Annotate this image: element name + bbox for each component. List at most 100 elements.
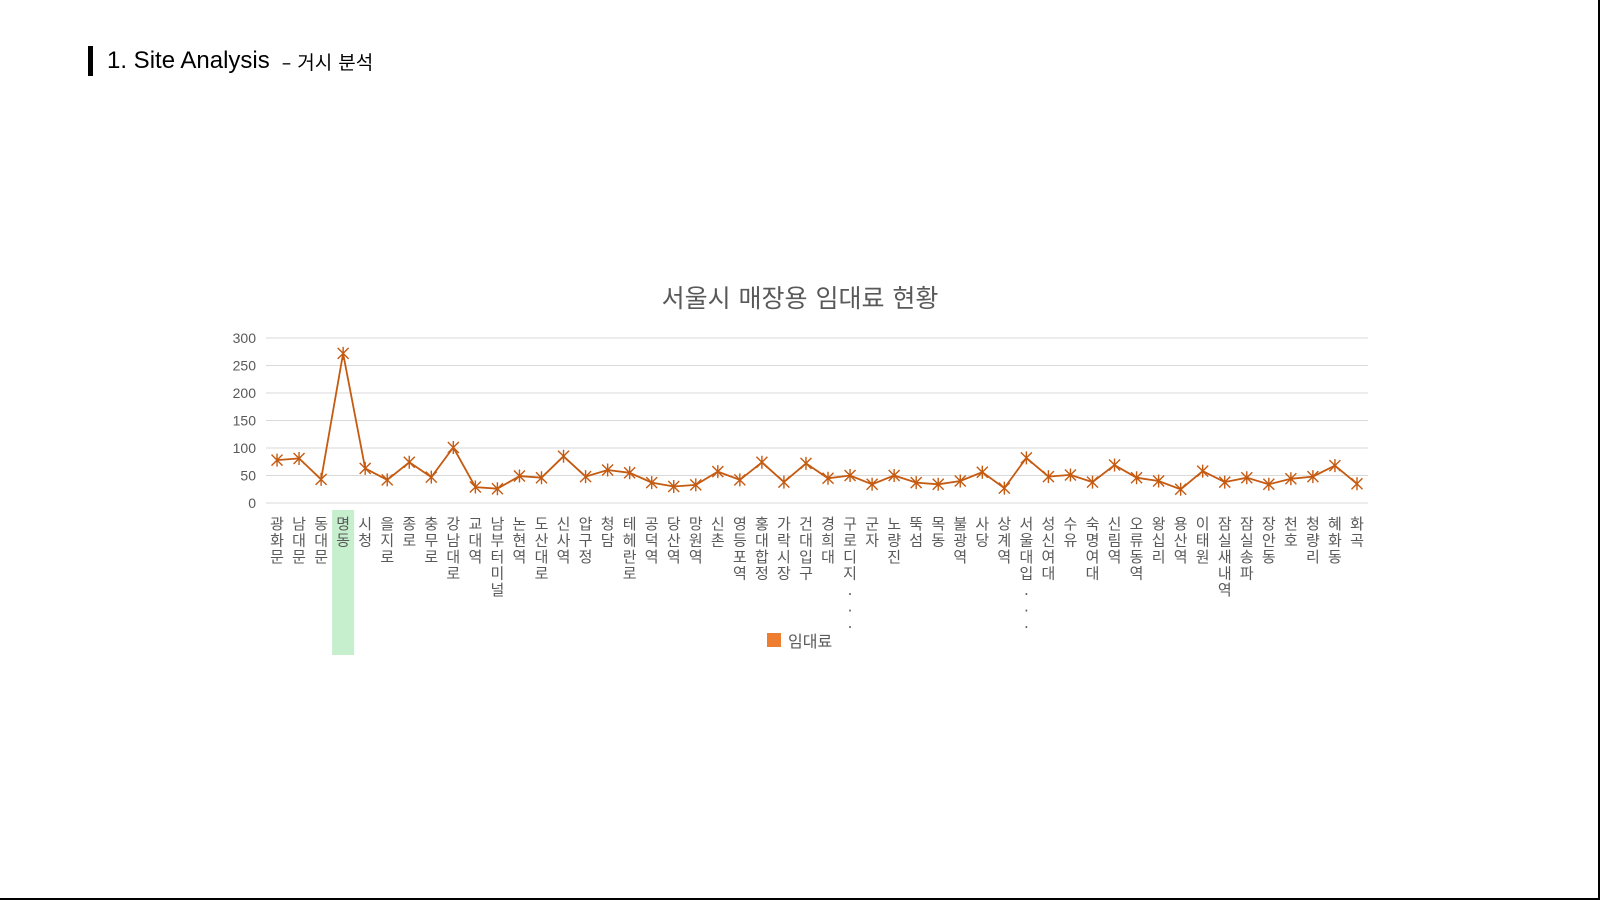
data-point-marker (667, 480, 680, 493)
data-point-marker (381, 473, 394, 487)
data-point-marker (1042, 470, 1055, 484)
legend-swatch (767, 633, 781, 647)
data-point-marker (1218, 475, 1231, 489)
data-point-marker (1108, 458, 1121, 472)
data-point-marker (1020, 451, 1033, 465)
y-tick-label: 50 (240, 468, 256, 484)
data-point-marker (866, 477, 879, 491)
data-point-marker (1262, 477, 1275, 491)
data-point-marker (1152, 474, 1165, 488)
data-point-marker (557, 449, 570, 463)
data-point-marker (1086, 475, 1099, 489)
chart-title: 서울시 매장용 임대료 현황 (662, 284, 939, 313)
data-point-marker (711, 465, 724, 479)
data-point-marker (645, 476, 658, 490)
data-point-marker (1174, 482, 1187, 496)
section-header: 1. Site Analysis – 거시 분석 (88, 46, 373, 76)
series-line-임대료 (276, 353, 1358, 491)
x-axis-categories: 광 화 문 남 대 문 동 대 문 명 동시 청 을 지 로 종 로 충 무 로 강 남 대 로 교 대 역 남 부 터 미 널 논 현 역 도 산 대 로… (270, 515, 1364, 632)
section-subtitle: – 거시 분석 (281, 51, 374, 74)
slide-frame-bottom (0, 898, 1600, 900)
y-axis: 0 50 100 150 200 250 300 (233, 330, 257, 511)
data-point-marker (1130, 471, 1143, 485)
data-point-marker (910, 476, 923, 490)
y-tick-label: 100 (233, 440, 257, 456)
slide-frame-right (1598, 0, 1600, 900)
y-tick-label: 250 (233, 358, 257, 374)
data-point-marker (491, 482, 504, 496)
data-point-marker (447, 440, 460, 454)
data-point-marker (425, 470, 438, 484)
y-tick-label: 0 (248, 495, 256, 511)
data-point-marker (1284, 472, 1297, 486)
data-points (271, 346, 1363, 496)
data-point-marker (888, 469, 901, 482)
data-point-marker (293, 451, 306, 465)
legend-label: 임대료 (788, 632, 832, 651)
highlight-box (332, 510, 355, 655)
data-point-marker (271, 453, 284, 467)
header-accent-bar (88, 46, 93, 76)
grid-lines (266, 337, 1368, 504)
data-point-marker (998, 481, 1011, 495)
data-point-marker (1064, 468, 1077, 482)
data-point-marker (689, 478, 702, 492)
data-point-marker (799, 456, 812, 470)
data-point-marker (822, 471, 835, 485)
data-point-marker (1240, 471, 1253, 485)
data-point-marker (1196, 464, 1209, 478)
data-point-marker (1328, 459, 1341, 473)
data-point-marker (403, 455, 416, 469)
legend: 임대료 (767, 632, 832, 651)
data-point-marker (954, 474, 967, 488)
data-point-marker (844, 469, 857, 482)
data-point-marker (932, 477, 945, 491)
data-point-marker (337, 346, 350, 360)
data-point-marker (535, 471, 548, 485)
data-point-marker (513, 469, 526, 483)
data-point-marker (623, 466, 636, 480)
data-point-marker (601, 463, 614, 477)
